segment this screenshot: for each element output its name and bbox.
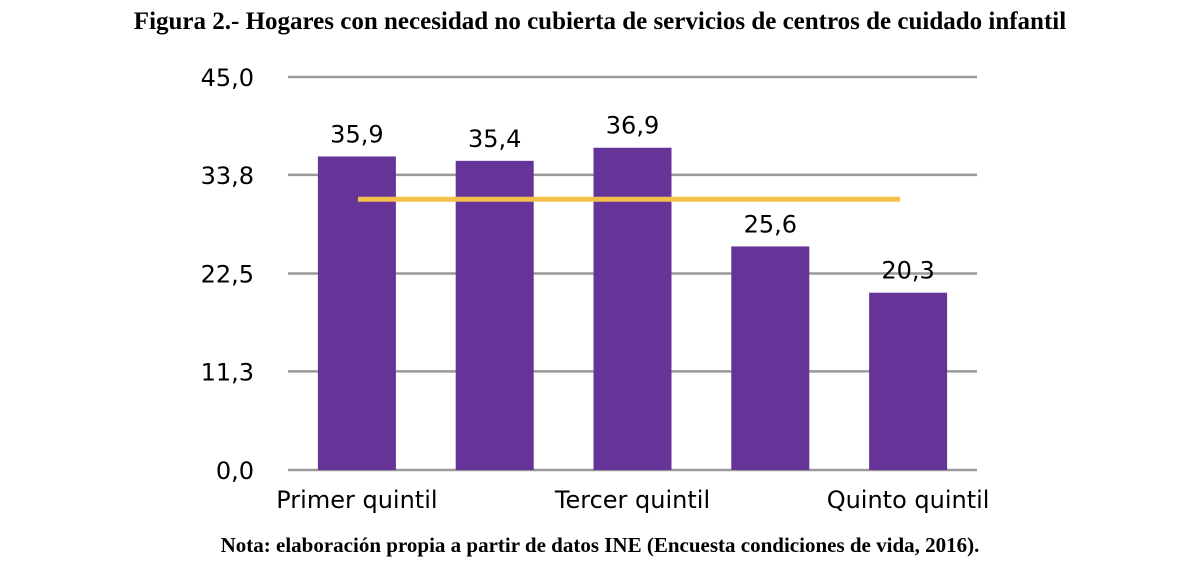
category-labels: Primer quintil Tercer quintil Quinto quint… xyxy=(276,486,989,514)
data-label: 35,9 xyxy=(330,120,383,148)
data-label: 20,3 xyxy=(881,257,934,285)
y-tick-label: 11,3 xyxy=(201,358,254,386)
source-note: Nota: elaboración propia a partir de dat… xyxy=(220,533,980,557)
chart-title: Figura 2.- Hogares con necesidad no cubi… xyxy=(133,8,1067,35)
bars xyxy=(317,147,948,471)
data-label: 36,9 xyxy=(606,112,659,140)
y-tick-label: 45,0 xyxy=(201,64,254,92)
bar xyxy=(455,160,534,470)
y-tick-label: 0,0 xyxy=(216,457,254,485)
bar xyxy=(317,156,396,470)
bar xyxy=(869,292,948,470)
data-label: 25,6 xyxy=(744,210,797,238)
y-tick-label: 33,8 xyxy=(201,162,254,190)
category-label: Primer quintil xyxy=(276,486,437,514)
data-labels: 35,9 35,4 36,9 25,6 20,3 xyxy=(330,112,935,285)
y-tick-label: 22,5 xyxy=(201,261,254,289)
category-label: Tercer quintil xyxy=(554,486,710,514)
y-axis-ticks: 0,0 11,3 22,5 33,8 45,0 xyxy=(201,64,254,485)
category-label: Quinto quintil xyxy=(827,486,990,514)
bar xyxy=(731,246,810,470)
data-label: 35,4 xyxy=(468,125,521,153)
bar xyxy=(593,147,672,471)
